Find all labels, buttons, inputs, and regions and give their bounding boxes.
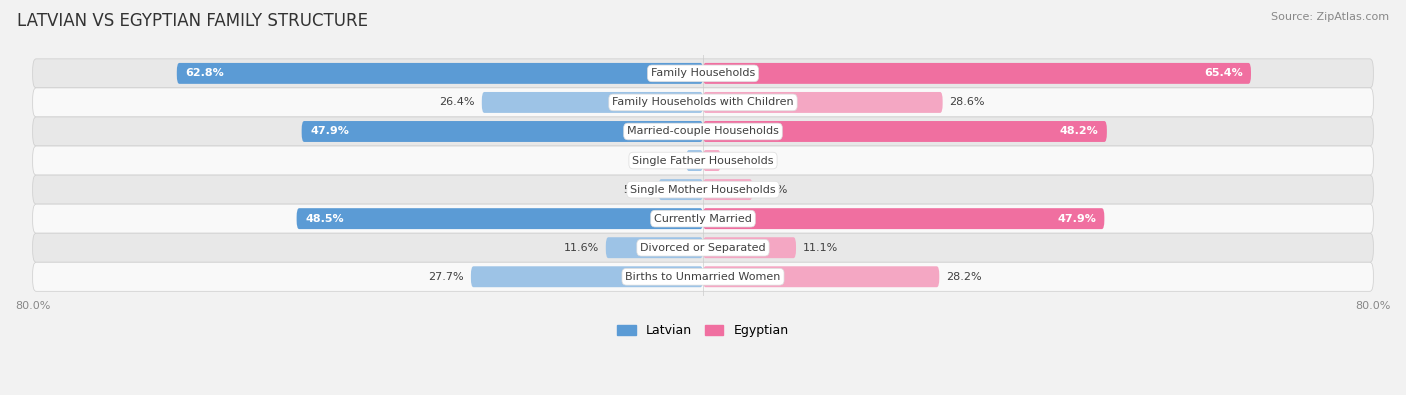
Text: Single Father Households: Single Father Households (633, 156, 773, 166)
FancyBboxPatch shape (177, 63, 703, 84)
Text: 5.9%: 5.9% (759, 184, 787, 195)
Text: 5.3%: 5.3% (624, 184, 652, 195)
FancyBboxPatch shape (32, 59, 1374, 88)
Text: Family Households with Children: Family Households with Children (612, 98, 794, 107)
FancyBboxPatch shape (703, 63, 1251, 84)
Text: 65.4%: 65.4% (1204, 68, 1243, 78)
Text: LATVIAN VS EGYPTIAN FAMILY STRUCTURE: LATVIAN VS EGYPTIAN FAMILY STRUCTURE (17, 12, 368, 30)
Text: 11.6%: 11.6% (564, 243, 599, 253)
FancyBboxPatch shape (703, 266, 939, 287)
FancyBboxPatch shape (703, 150, 721, 171)
FancyBboxPatch shape (703, 92, 942, 113)
FancyBboxPatch shape (32, 146, 1374, 175)
FancyBboxPatch shape (658, 179, 703, 200)
FancyBboxPatch shape (32, 204, 1374, 233)
Text: 28.6%: 28.6% (949, 98, 984, 107)
Text: Single Mother Households: Single Mother Households (630, 184, 776, 195)
Text: Divorced or Separated: Divorced or Separated (640, 243, 766, 253)
Text: 47.9%: 47.9% (311, 126, 349, 137)
FancyBboxPatch shape (302, 121, 703, 142)
Text: Married-couple Households: Married-couple Households (627, 126, 779, 137)
Text: 62.8%: 62.8% (186, 68, 224, 78)
Text: 48.2%: 48.2% (1060, 126, 1098, 137)
Text: 2.0%: 2.0% (651, 156, 679, 166)
Text: 2.1%: 2.1% (727, 156, 755, 166)
Legend: Latvian, Egyptian: Latvian, Egyptian (613, 320, 793, 342)
FancyBboxPatch shape (32, 233, 1374, 262)
FancyBboxPatch shape (471, 266, 703, 287)
Text: 47.9%: 47.9% (1057, 214, 1095, 224)
FancyBboxPatch shape (297, 208, 703, 229)
FancyBboxPatch shape (703, 121, 1107, 142)
Text: Family Households: Family Households (651, 68, 755, 78)
FancyBboxPatch shape (32, 88, 1374, 117)
Text: 26.4%: 26.4% (440, 98, 475, 107)
FancyBboxPatch shape (32, 117, 1374, 146)
FancyBboxPatch shape (32, 175, 1374, 204)
Text: 48.5%: 48.5% (305, 214, 343, 224)
FancyBboxPatch shape (32, 262, 1374, 291)
Text: Currently Married: Currently Married (654, 214, 752, 224)
FancyBboxPatch shape (686, 150, 703, 171)
FancyBboxPatch shape (482, 92, 703, 113)
Text: Source: ZipAtlas.com: Source: ZipAtlas.com (1271, 12, 1389, 22)
FancyBboxPatch shape (703, 179, 752, 200)
FancyBboxPatch shape (703, 208, 1104, 229)
Text: 11.1%: 11.1% (803, 243, 838, 253)
Text: 28.2%: 28.2% (946, 272, 981, 282)
Text: 27.7%: 27.7% (429, 272, 464, 282)
FancyBboxPatch shape (703, 237, 796, 258)
FancyBboxPatch shape (606, 237, 703, 258)
Text: Births to Unmarried Women: Births to Unmarried Women (626, 272, 780, 282)
